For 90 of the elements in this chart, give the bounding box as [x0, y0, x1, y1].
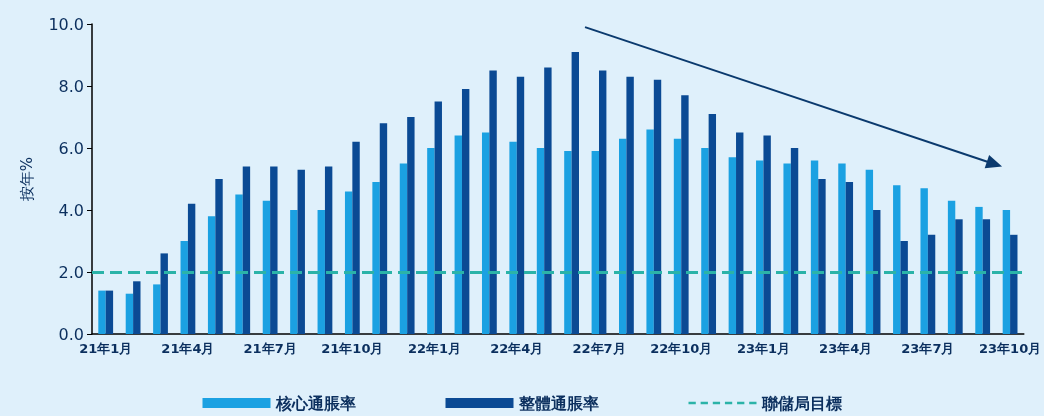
y-tick-label: 2.0 — [58, 262, 84, 282]
bar — [728, 157, 737, 334]
y-tick-label: 10.0 — [48, 14, 84, 34]
y-axis-title: 按年% — [17, 156, 36, 202]
bar — [790, 148, 799, 334]
x-tick-label: 22年10月 — [650, 341, 713, 356]
x-tick-label: 23年10月 — [978, 341, 1042, 356]
bar — [653, 79, 662, 334]
bar — [845, 182, 854, 334]
bar — [399, 163, 408, 334]
bar — [982, 219, 991, 334]
bar — [207, 216, 216, 334]
bar — [681, 95, 689, 334]
bar — [893, 185, 901, 334]
bar — [242, 166, 251, 334]
bar — [434, 101, 442, 334]
legend-label: 核心通脹率 — [274, 393, 356, 413]
y-tick-label: 8.0 — [58, 76, 84, 96]
x-tick-label: 21年4月 — [161, 341, 215, 356]
bar — [297, 169, 305, 334]
bar — [708, 113, 717, 334]
bar — [564, 151, 572, 334]
bar — [763, 135, 771, 334]
bar — [481, 132, 490, 334]
bar — [262, 200, 271, 334]
x-tick-label: 22年1月 — [408, 341, 462, 356]
bar — [187, 203, 196, 334]
bar — [516, 76, 525, 334]
bar — [536, 148, 545, 334]
bar — [379, 123, 388, 334]
bar — [865, 169, 874, 334]
y-tick-label: 0.0 — [58, 324, 84, 344]
y-tick-label: 4.0 — [58, 200, 84, 220]
bar — [215, 179, 223, 334]
bar — [838, 163, 846, 334]
x-tick-label: 21年1月 — [79, 341, 133, 356]
x-tick-label: 23年1月 — [736, 341, 791, 356]
legend-label: 整體通脹率 — [517, 393, 599, 413]
bar — [290, 210, 298, 334]
x-tick-label: 22年7月 — [572, 341, 626, 356]
bar — [427, 148, 435, 334]
bar — [927, 234, 936, 334]
bar — [160, 253, 168, 334]
bar — [756, 160, 764, 334]
bar — [673, 138, 682, 334]
bar — [544, 67, 552, 334]
bar — [317, 210, 325, 334]
bar — [125, 293, 134, 334]
bar — [509, 141, 517, 334]
bar — [324, 166, 333, 334]
bar — [783, 163, 791, 334]
bar — [646, 129, 654, 334]
bar — [461, 89, 470, 334]
x-tick-label: 22年4月 — [490, 341, 544, 356]
bar — [626, 76, 634, 334]
bar — [344, 191, 353, 334]
bar — [98, 290, 106, 334]
x-tick-label: 21年7月 — [243, 341, 297, 356]
bar — [133, 281, 141, 334]
bar — [947, 200, 956, 334]
bar — [920, 188, 928, 334]
bar — [736, 132, 744, 334]
bar — [235, 194, 243, 334]
bar — [270, 166, 278, 334]
bar — [180, 241, 188, 334]
bar — [810, 160, 819, 334]
bar — [900, 241, 908, 334]
bar — [407, 117, 415, 334]
bar — [955, 219, 963, 334]
x-tick-label: 23年7月 — [901, 341, 955, 356]
bar — [975, 206, 983, 334]
bar — [372, 182, 380, 334]
bar — [352, 141, 360, 334]
bar — [599, 70, 607, 334]
x-tick-label: 23年4月 — [819, 341, 873, 356]
bar — [489, 70, 497, 334]
legend-label: 聯儲局目標 — [760, 393, 842, 413]
bar — [818, 179, 826, 334]
y-tick-label: 6.0 — [58, 138, 84, 158]
bar — [1002, 210, 1011, 334]
bar — [591, 151, 599, 334]
bar — [701, 148, 709, 334]
bar — [153, 284, 161, 334]
bar — [873, 210, 881, 334]
bar — [571, 51, 579, 334]
x-tick-label: 21年10月 — [321, 341, 384, 356]
bar — [619, 138, 627, 334]
bar — [454, 135, 462, 334]
bar — [1010, 234, 1018, 334]
bar — [105, 290, 114, 334]
